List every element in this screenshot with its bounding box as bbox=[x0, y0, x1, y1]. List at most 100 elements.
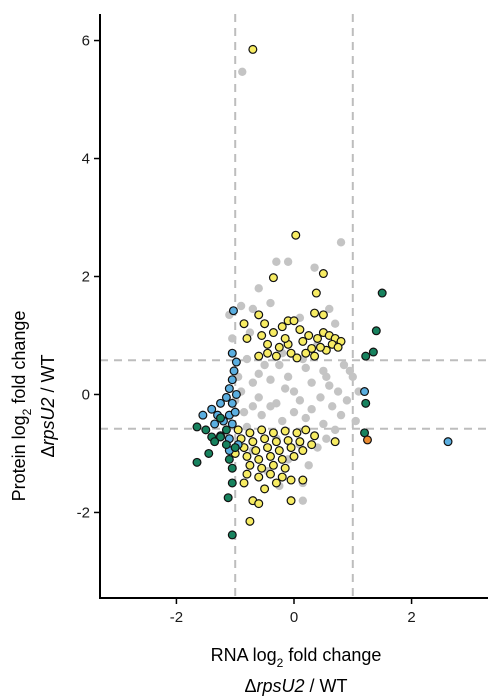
point-green bbox=[210, 437, 220, 447]
point-grey bbox=[236, 301, 246, 311]
point-grey bbox=[301, 413, 310, 423]
point-yellow bbox=[277, 454, 287, 464]
point-yellow bbox=[311, 288, 321, 298]
point-grey bbox=[351, 416, 360, 426]
x-tick-label: 0 bbox=[290, 609, 298, 626]
point-yellow bbox=[304, 330, 314, 340]
point-yellow bbox=[298, 475, 308, 485]
point-yellow bbox=[310, 308, 320, 318]
point-yellow bbox=[271, 437, 281, 447]
point-yellow bbox=[286, 475, 296, 485]
y-axis-title-line1: Protein log2 fold change bbox=[9, 311, 34, 502]
x-axis-title-line2: ΔrpsU2 / WT bbox=[244, 676, 347, 696]
point-yellow bbox=[254, 454, 264, 464]
point-blue bbox=[231, 389, 241, 399]
point-blue bbox=[360, 387, 370, 397]
point-green bbox=[361, 351, 371, 361]
point-grey bbox=[307, 378, 316, 387]
point-blue bbox=[198, 410, 208, 420]
point-yellow bbox=[295, 325, 305, 335]
x-tick-label: 2 bbox=[407, 609, 415, 626]
point-green bbox=[368, 347, 378, 357]
point-grey bbox=[330, 425, 340, 435]
point-grey bbox=[254, 393, 263, 402]
y-ticks: -2 0 2 4 6 bbox=[77, 33, 100, 521]
point-green bbox=[192, 422, 202, 432]
series-green bbox=[192, 288, 387, 540]
point-yellow bbox=[254, 310, 264, 320]
point-yellow bbox=[280, 426, 290, 436]
point-grey bbox=[228, 334, 237, 343]
point-grey bbox=[257, 410, 266, 420]
point-grey bbox=[283, 257, 293, 266]
point-yellow bbox=[245, 460, 255, 470]
point-yellow bbox=[263, 339, 273, 349]
y-tick-label: 6 bbox=[82, 33, 90, 50]
point-green bbox=[221, 440, 231, 450]
point-yellow bbox=[260, 434, 270, 444]
point-yellow bbox=[292, 428, 302, 438]
point-grey bbox=[345, 366, 355, 376]
point-blue bbox=[227, 375, 237, 385]
point-blue bbox=[210, 419, 220, 429]
point-grey bbox=[330, 319, 340, 328]
point-green bbox=[224, 454, 234, 464]
point-yellow bbox=[318, 310, 328, 320]
point-grey bbox=[260, 360, 269, 370]
point-yellow bbox=[254, 351, 264, 361]
point-grey bbox=[239, 407, 249, 417]
series-yellow bbox=[230, 44, 346, 526]
point-yellow bbox=[260, 484, 270, 494]
x-tick-label: -2 bbox=[170, 609, 183, 626]
point-yellow bbox=[271, 478, 281, 488]
x-axis-title-line1: RNA log2 fold change bbox=[211, 645, 382, 670]
threshold-lines bbox=[100, 14, 488, 598]
point-yellow bbox=[292, 353, 302, 363]
point-yellow bbox=[260, 319, 270, 329]
point-yellow bbox=[330, 437, 340, 447]
point-grey bbox=[238, 67, 247, 77]
point-grey bbox=[289, 407, 299, 417]
point-grey bbox=[283, 372, 293, 381]
point-blue bbox=[229, 366, 239, 376]
point-yellow bbox=[242, 469, 252, 479]
point-yellow bbox=[286, 443, 296, 453]
y-tick-label: 4 bbox=[82, 151, 90, 168]
point-yellow bbox=[274, 446, 284, 456]
point-yellow bbox=[280, 333, 290, 343]
point-yellow bbox=[298, 446, 308, 456]
point-yellow bbox=[263, 348, 273, 358]
point-grey bbox=[295, 396, 305, 405]
point-yellow bbox=[268, 428, 278, 438]
point-yellow bbox=[307, 440, 317, 450]
point-grey bbox=[289, 387, 299, 396]
point-grey bbox=[310, 263, 319, 272]
point-yellow bbox=[310, 431, 320, 441]
y-tick-label: 0 bbox=[82, 386, 90, 403]
point-yellow bbox=[286, 348, 296, 358]
point-yellow bbox=[268, 328, 278, 338]
point-grey bbox=[339, 360, 349, 370]
point-blue bbox=[231, 357, 241, 367]
point-yellow bbox=[254, 472, 264, 482]
point-blue bbox=[224, 384, 234, 394]
point-blue bbox=[228, 306, 238, 316]
point-grey bbox=[254, 369, 263, 379]
point-blue bbox=[443, 437, 453, 447]
point-blue bbox=[227, 398, 237, 408]
point-yellow bbox=[315, 342, 325, 352]
point-grey bbox=[322, 434, 331, 443]
point-yellow bbox=[286, 496, 296, 506]
y-axis-title-line2: ΔrpsU2 / WT bbox=[38, 354, 58, 457]
point-orange bbox=[362, 435, 372, 445]
point-green bbox=[216, 432, 226, 442]
point-yellow bbox=[333, 342, 343, 352]
point-grey bbox=[280, 384, 290, 393]
point-yellow bbox=[307, 343, 317, 353]
point-yellow bbox=[265, 469, 275, 479]
point-blue bbox=[221, 392, 231, 402]
point-blue bbox=[227, 419, 237, 429]
point-yellow bbox=[248, 44, 258, 54]
point-green bbox=[361, 398, 371, 408]
